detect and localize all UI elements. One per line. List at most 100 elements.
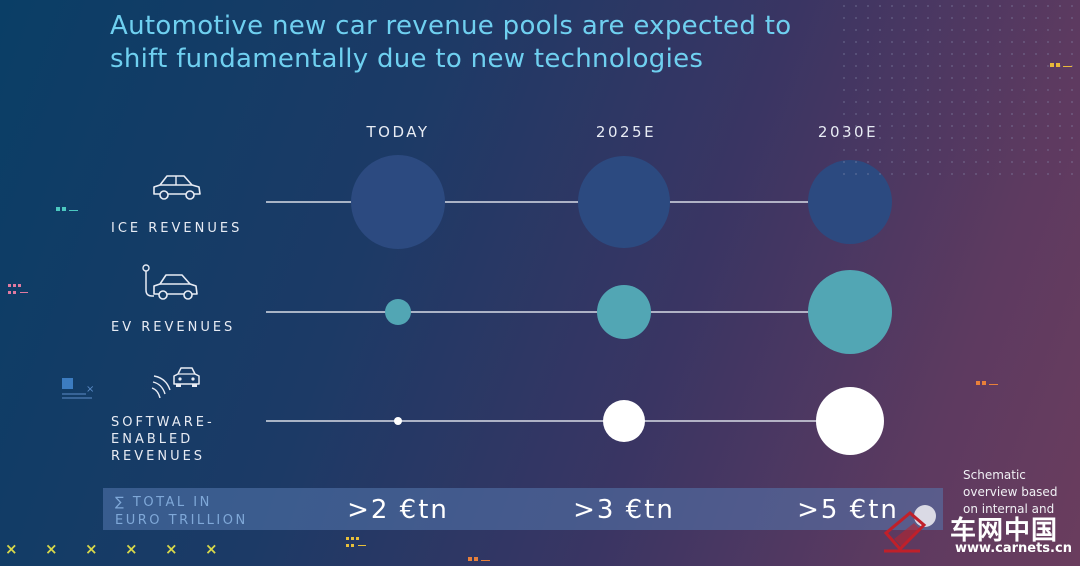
grid-dot: [843, 41, 845, 43]
grid-dot: [891, 29, 893, 31]
grid-dot: [855, 137, 857, 139]
grid-dot: [843, 5, 845, 7]
grid-dot: [891, 149, 893, 151]
grid-dot: [927, 137, 929, 139]
grid-dot: [927, 101, 929, 103]
grid-dot: [891, 53, 893, 55]
grid-dot: [1035, 101, 1037, 103]
grid-dot: [999, 113, 1001, 115]
bubble-0-0: [351, 155, 445, 249]
grid-dot: [1035, 77, 1037, 79]
grid-dot: [867, 5, 869, 7]
dot-grid-decoration: [843, 5, 1073, 175]
watermark-url: www.carnets.cn: [955, 541, 1072, 556]
grid-dot: [939, 161, 941, 163]
grid-dot: [1047, 137, 1049, 139]
grid-dot: [987, 65, 989, 67]
bubble-1-2: [808, 270, 892, 354]
grid-dot: [843, 89, 845, 91]
totals-label-line-2: EURO TRILLION: [115, 513, 248, 528]
grid-dot: [879, 125, 881, 127]
grid-dot: [927, 17, 929, 19]
grid-dot: [927, 149, 929, 151]
grid-dot: [855, 101, 857, 103]
grid-dot: [939, 137, 941, 139]
grid-dot: [1047, 89, 1049, 91]
grid-dot: [987, 5, 989, 7]
grid-dot: [1071, 29, 1073, 31]
grid-dot: [1011, 53, 1013, 55]
grid-dot: [963, 41, 965, 43]
grid-dot: [891, 41, 893, 43]
grid-dot: [891, 137, 893, 139]
grid-dot: [915, 173, 917, 175]
grid-dot: [1011, 17, 1013, 19]
grid-dot: [855, 17, 857, 19]
grid-dot: [963, 173, 965, 175]
grid-dot: [999, 41, 1001, 43]
grid-dot: [963, 101, 965, 103]
grid-dot: [867, 41, 869, 43]
row-label-ice-line: ICE REVENUES: [111, 221, 243, 236]
grid-dot: [927, 29, 929, 31]
grid-dot: [1011, 41, 1013, 43]
row-label-ice: ICE REVENUES: [111, 220, 242, 237]
grid-dot: [1059, 125, 1061, 127]
grid-dot: [1047, 53, 1049, 55]
grid-dot: [1035, 17, 1037, 19]
grid-dot: [879, 113, 881, 115]
grid-dot: [927, 77, 929, 79]
grid-dot: [1071, 53, 1073, 55]
grid-dot: [843, 161, 845, 163]
grid-dot: [1011, 149, 1013, 151]
grid-dot: [987, 53, 989, 55]
grid-dot: [1011, 173, 1013, 175]
grid-dot: [951, 17, 953, 19]
grid-dot: [975, 101, 977, 103]
grid-dot: [1071, 17, 1073, 19]
grid-dot: [867, 137, 869, 139]
grid-dot: [1047, 77, 1049, 79]
grid-dot: [915, 29, 917, 31]
grid-dot: [975, 125, 977, 127]
grid-dot: [963, 17, 965, 19]
grid-dot: [951, 89, 953, 91]
grid-dot: [879, 53, 881, 55]
footnote-line-1: Schematic: [963, 468, 1026, 482]
grid-dot: [987, 149, 989, 151]
grid-dot: [1011, 125, 1013, 127]
grid-dot: [1023, 65, 1025, 67]
grid-dot: [867, 173, 869, 175]
grid-dot: [999, 17, 1001, 19]
chart-title-line-2: shift fundamentally due to new technolog…: [110, 44, 704, 74]
grid-dot: [843, 137, 845, 139]
grid-dot: [915, 17, 917, 19]
grid-dot: [903, 5, 905, 7]
grid-dot: [879, 173, 881, 175]
grid-dot: [879, 161, 881, 163]
grid-dot: [879, 101, 881, 103]
grid-dot: [879, 17, 881, 19]
bubble-1-0: [385, 299, 411, 325]
grid-dot: [843, 173, 845, 175]
grid-dot: [1023, 29, 1025, 31]
footnote-line-2: overview based: [963, 485, 1058, 499]
grid-dot: [903, 65, 905, 67]
grid-dot: [951, 53, 953, 55]
x-mark-decoration-2: ×: [45, 540, 58, 558]
ev-charging-car-icon: [142, 264, 198, 300]
grid-dot: [903, 77, 905, 79]
x-mark-decoration-3: ×: [85, 540, 98, 558]
grid-dot: [891, 65, 893, 67]
grid-dot: [1023, 113, 1025, 115]
grid-dot: [1011, 113, 1013, 115]
column-header-today: TODAY: [366, 123, 430, 141]
grid-dot: [963, 65, 965, 67]
dash-decoration-3: [976, 381, 998, 385]
grid-dot: [915, 5, 917, 7]
grid-dot: [1071, 5, 1073, 7]
grid-dot: [915, 149, 917, 151]
grid-dot: [891, 101, 893, 103]
grid-dot: [927, 173, 929, 175]
grid-dot: [903, 113, 905, 115]
